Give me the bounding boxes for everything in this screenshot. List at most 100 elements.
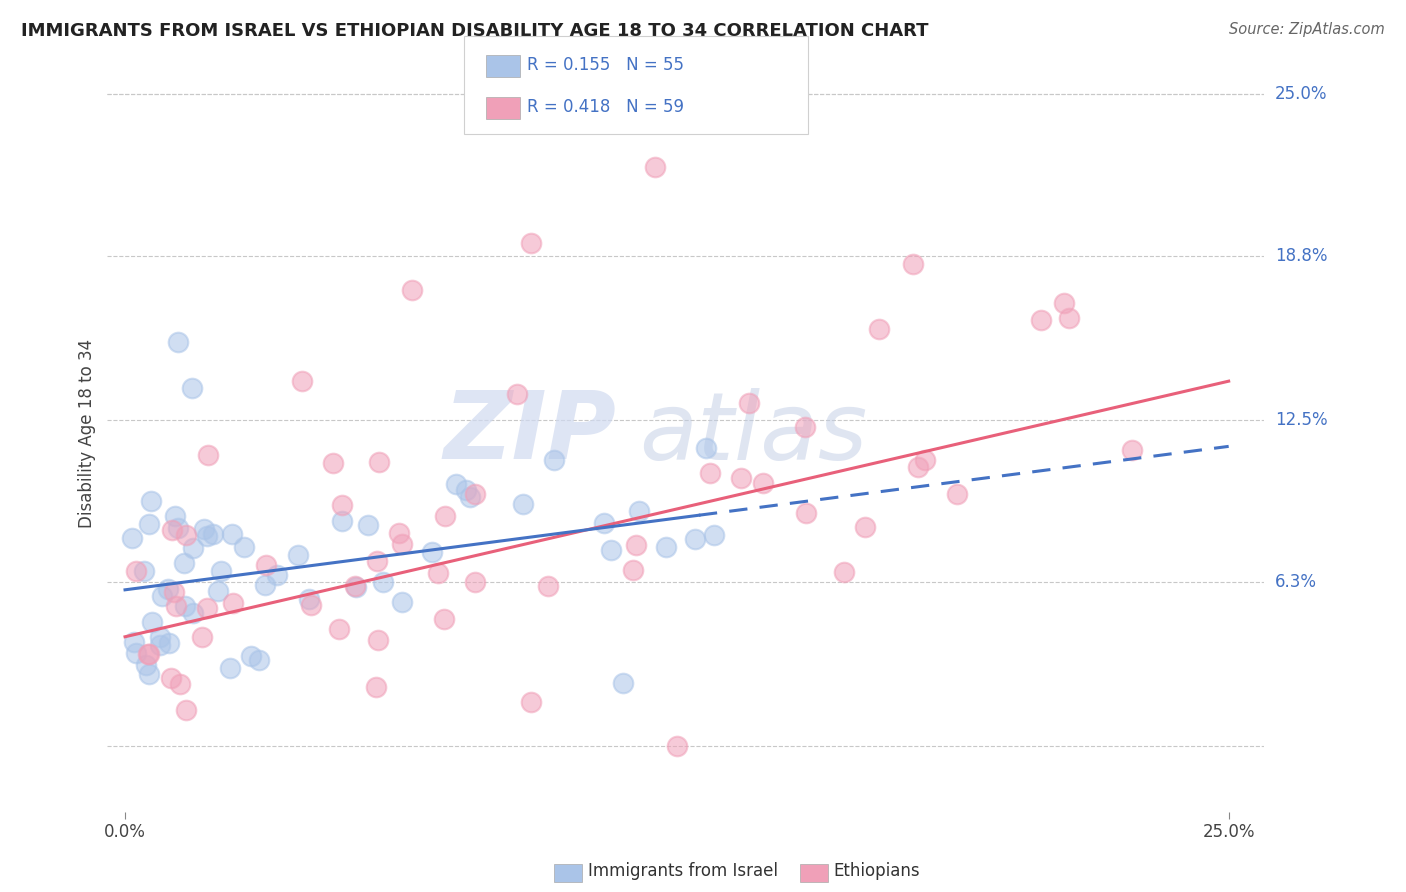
Point bbox=[665, 739, 688, 754]
Point bbox=[512, 497, 534, 511]
Point bbox=[621, 563, 644, 577]
Point bbox=[139, 494, 162, 508]
Point bbox=[1121, 443, 1143, 458]
Point bbox=[197, 448, 219, 462]
Point bbox=[357, 517, 380, 532]
Point bbox=[160, 524, 183, 538]
Point bbox=[391, 595, 413, 609]
Point bbox=[426, 566, 449, 580]
Point bbox=[868, 322, 890, 336]
Point bbox=[181, 381, 204, 395]
Point bbox=[254, 578, 277, 592]
Point bbox=[371, 575, 394, 590]
Point bbox=[209, 564, 232, 578]
Point bbox=[124, 634, 146, 648]
Point bbox=[165, 509, 187, 524]
Point bbox=[149, 638, 172, 652]
Point bbox=[193, 523, 215, 537]
Point bbox=[195, 529, 218, 543]
Point bbox=[1057, 311, 1080, 326]
Text: Ethiopians: Ethiopians bbox=[834, 863, 921, 880]
Point bbox=[322, 456, 344, 470]
Text: 18.8%: 18.8% bbox=[1275, 247, 1327, 265]
Point bbox=[232, 540, 254, 554]
Text: IMMIGRANTS FROM ISRAEL VS ETHIOPIAN DISABILITY AGE 18 TO 34 CORRELATION CHART: IMMIGRANTS FROM ISRAEL VS ETHIOPIAN DISA… bbox=[21, 22, 928, 40]
Text: ZIP: ZIP bbox=[443, 387, 616, 479]
Point bbox=[254, 558, 277, 572]
Point bbox=[174, 599, 197, 614]
Point bbox=[330, 498, 353, 512]
Point bbox=[655, 540, 678, 554]
Point bbox=[287, 548, 309, 562]
Point bbox=[612, 676, 634, 690]
Point bbox=[543, 453, 565, 467]
Point bbox=[328, 622, 350, 636]
Point bbox=[752, 475, 775, 490]
Point bbox=[141, 615, 163, 630]
Point bbox=[344, 579, 367, 593]
Point bbox=[173, 557, 195, 571]
Point bbox=[832, 565, 855, 579]
Point bbox=[291, 374, 314, 388]
Point bbox=[149, 630, 172, 644]
Point bbox=[624, 538, 647, 552]
Point bbox=[628, 504, 651, 518]
Text: R = 0.155   N = 55: R = 0.155 N = 55 bbox=[527, 56, 685, 74]
Point bbox=[730, 471, 752, 485]
Point bbox=[247, 653, 270, 667]
Point bbox=[433, 612, 456, 626]
Point bbox=[907, 460, 929, 475]
Point bbox=[201, 526, 224, 541]
Point bbox=[458, 490, 481, 504]
Point bbox=[299, 598, 322, 612]
Point bbox=[853, 520, 876, 534]
Point bbox=[444, 477, 467, 491]
Point bbox=[366, 554, 388, 568]
Point bbox=[138, 647, 160, 661]
Point bbox=[388, 526, 411, 541]
Point bbox=[366, 680, 388, 694]
Text: 25.0%: 25.0% bbox=[1275, 86, 1327, 103]
Point bbox=[330, 515, 353, 529]
Point bbox=[136, 647, 159, 661]
Point bbox=[593, 516, 616, 530]
Point bbox=[181, 541, 204, 556]
Point bbox=[367, 633, 389, 648]
Point bbox=[914, 452, 936, 467]
Point bbox=[240, 649, 263, 664]
Text: atlas: atlas bbox=[640, 388, 868, 479]
Point bbox=[703, 528, 725, 542]
Point bbox=[1029, 313, 1052, 327]
Point bbox=[138, 516, 160, 531]
Point bbox=[181, 606, 204, 620]
Point bbox=[125, 564, 148, 578]
Point bbox=[195, 601, 218, 615]
Point bbox=[464, 487, 486, 501]
Y-axis label: Disability Age 18 to 34: Disability Age 18 to 34 bbox=[79, 339, 96, 528]
Point bbox=[138, 666, 160, 681]
Point bbox=[135, 657, 157, 672]
Point bbox=[699, 466, 721, 480]
Point bbox=[520, 695, 543, 709]
Text: Immigrants from Israel: Immigrants from Israel bbox=[588, 863, 778, 880]
Point bbox=[160, 671, 183, 685]
Point bbox=[124, 647, 146, 661]
Text: R = 0.418   N = 59: R = 0.418 N = 59 bbox=[527, 98, 685, 116]
Point bbox=[165, 599, 187, 613]
Point bbox=[368, 455, 391, 469]
Point bbox=[266, 568, 288, 582]
Point bbox=[221, 526, 243, 541]
Point bbox=[344, 580, 367, 594]
Point bbox=[150, 589, 173, 603]
Point bbox=[454, 483, 477, 497]
Point bbox=[685, 532, 707, 546]
Point bbox=[207, 583, 229, 598]
Point bbox=[621, 87, 644, 102]
Point bbox=[167, 334, 190, 349]
Point bbox=[434, 508, 457, 523]
Point bbox=[219, 661, 242, 675]
Point bbox=[298, 591, 321, 606]
Point bbox=[537, 579, 560, 593]
Point bbox=[222, 596, 245, 610]
Point bbox=[1053, 296, 1076, 310]
